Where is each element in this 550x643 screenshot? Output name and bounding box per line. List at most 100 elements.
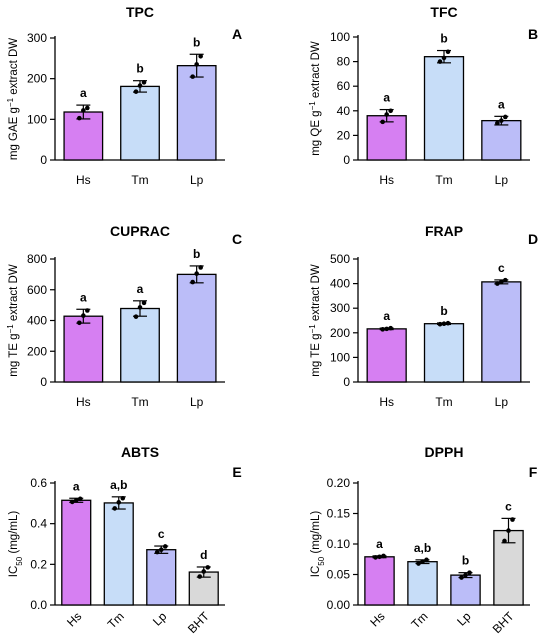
- y-tick-label: 20: [337, 128, 351, 142]
- y-axis-label-part: 50: [15, 556, 24, 565]
- data-point: [380, 119, 385, 125]
- data-point: [388, 108, 393, 114]
- y-axis-label-part: −1: [6, 97, 15, 107]
- significance-letter: a: [498, 97, 505, 111]
- y-tick-label: 100: [330, 30, 350, 44]
- data-point: [198, 265, 203, 270]
- bar-lp: [176, 273, 217, 383]
- significance-letter: a: [80, 86, 87, 100]
- x-tick-label: Tm: [435, 173, 452, 187]
- x-tick-label: Hs: [76, 395, 91, 409]
- y-tick-label: 200: [27, 72, 47, 86]
- data-point: [77, 320, 82, 326]
- y-axis-label-part: IC: [310, 566, 322, 578]
- data-point: [141, 80, 147, 85]
- chart-title: DPPH: [425, 444, 464, 460]
- y-axis-label-part: mg GAE g: [8, 107, 20, 160]
- y-axis-label-part: extract DW: [8, 264, 20, 324]
- data-point: [141, 300, 147, 306]
- data-point: [201, 569, 207, 574]
- y-axis-label-part: −1: [6, 324, 15, 334]
- x-tick-label: Tm: [105, 609, 127, 631]
- data-point: [81, 108, 86, 113]
- y-tick-label: 100: [27, 112, 47, 126]
- x-tick-label: Tm: [435, 395, 452, 409]
- significance-letter: a,b: [110, 478, 127, 492]
- bar-hs: [61, 499, 92, 606]
- chart-tpc: TPC Amg GAE g−1 extract DW 0 100 200 300 a Hs b T…: [6, 4, 243, 187]
- panel-label: B: [528, 26, 538, 42]
- data-point: [120, 495, 126, 501]
- x-tick-label: Hs: [76, 173, 91, 187]
- y-tick-label: 300: [27, 31, 47, 45]
- data-point: [81, 313, 86, 318]
- y-tick-label: 300: [330, 301, 350, 315]
- y-axis-label-part: −1: [308, 324, 317, 334]
- y-tick-label: 200: [27, 344, 47, 358]
- y-tick-label: 0: [40, 153, 47, 167]
- data-point: [416, 561, 421, 566]
- y-tick-label: 200: [330, 326, 350, 340]
- y-axis-label-part: extract DW: [310, 41, 322, 101]
- data-point: [503, 277, 508, 283]
- y-axis-label: mg GAE g−1 extract DW: [6, 38, 21, 160]
- panel-label: E: [232, 464, 241, 480]
- y-axis-label: IC50 (mg/mL): [310, 511, 326, 578]
- data-point: [510, 517, 515, 522]
- data-point: [502, 538, 507, 544]
- bar-hs: [63, 315, 104, 383]
- x-tick-label: Lp: [150, 609, 170, 629]
- bar-tm: [120, 307, 160, 383]
- y-axis-label: mg TE g−1 extract DW: [308, 264, 323, 377]
- data-point: [77, 115, 82, 121]
- bar-hs: [366, 328, 407, 383]
- data-point: [137, 305, 143, 310]
- panel-label: C: [232, 231, 242, 247]
- y-tick-label: 800: [27, 252, 47, 266]
- x-tick-label: Lp: [495, 173, 509, 187]
- data-point: [437, 59, 443, 64]
- data-point: [158, 547, 164, 552]
- chart-frap: FRAP Dmg TE g−1 extract DW 0 100 200 300 400 50…: [308, 223, 539, 409]
- y-tick-label: 0.4: [30, 517, 47, 531]
- y-tick-label: 0.2: [30, 557, 47, 571]
- bar-lp: [176, 65, 217, 161]
- bar-lp: [450, 574, 481, 606]
- significance-letter: c: [158, 527, 165, 541]
- bar-tm: [407, 561, 438, 606]
- significance-letter: a: [383, 91, 390, 105]
- data-point: [445, 320, 451, 326]
- y-tick-label: 500: [330, 252, 350, 266]
- y-tick-label: 0.0: [30, 598, 47, 612]
- data-point: [384, 112, 389, 117]
- x-tick-label: Hs: [367, 609, 387, 629]
- y-tick-label: 400: [27, 314, 47, 328]
- y-axis-label-part: mg TE g: [310, 333, 322, 376]
- data-point: [198, 54, 203, 59]
- y-tick-label: 0.15: [327, 507, 351, 521]
- data-point: [69, 499, 75, 505]
- y-axis-label-part: 50: [317, 556, 326, 565]
- data-point: [459, 575, 464, 580]
- y-tick-label: 600: [27, 283, 47, 297]
- y-axis-label-part: mg TE g: [8, 333, 20, 376]
- y-axis-label: IC50 (mg/mL): [8, 511, 24, 578]
- data-point: [190, 74, 195, 79]
- y-tick-label: 80: [337, 55, 351, 69]
- data-point: [85, 308, 90, 313]
- y-tick-label: 0: [343, 153, 350, 167]
- data-point: [495, 281, 500, 286]
- significance-letter: b: [440, 304, 447, 318]
- bar-lp: [146, 549, 177, 606]
- significance-letter: b: [440, 32, 447, 46]
- y-tick-label: 400: [330, 277, 350, 291]
- y-tick-label: 0: [343, 375, 350, 389]
- x-tick-label: Tm: [131, 173, 148, 187]
- y-axis-label: mg QE g−1 extract DW: [308, 41, 323, 156]
- y-axis-label-part: (mg/mL): [8, 511, 20, 557]
- significance-letter: b: [193, 247, 200, 261]
- y-tick-label: 60: [337, 79, 351, 93]
- data-point: [463, 572, 468, 578]
- x-tick-label: Tm: [408, 609, 430, 631]
- bar-hs: [364, 556, 395, 606]
